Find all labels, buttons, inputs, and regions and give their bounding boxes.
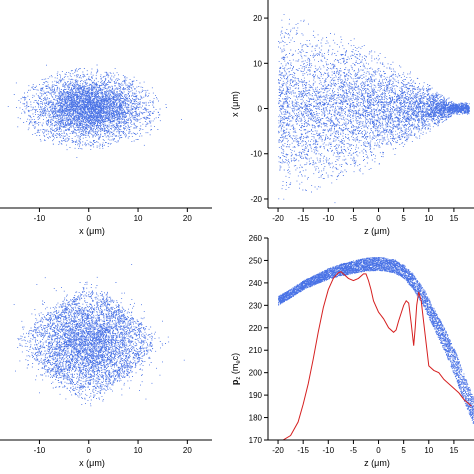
x-axis-label: x (μm) (79, 458, 105, 468)
x-tick-label: -5 (350, 214, 358, 223)
x-tick-label: 0 (87, 214, 92, 223)
y-tick-label: -10 (250, 150, 262, 159)
x-tick-label: -15 (297, 214, 309, 223)
y-tick-label: 200 (249, 369, 263, 378)
x-tick-label: 0 (376, 214, 381, 223)
y-tick-label: 180 (249, 414, 263, 423)
x-tick-label: -10 (34, 446, 46, 455)
x-tick-label: 10 (134, 214, 143, 223)
x-tick-label: 0 (376, 446, 381, 455)
x-tick-label: 20 (183, 446, 192, 455)
x-tick-label: -10 (323, 214, 335, 223)
x-tick-label: -20 (272, 446, 284, 455)
x-tick-label: 20 (183, 214, 192, 223)
panel-bottom-left: -10 0 10 20 x (μm) (0, 263, 212, 468)
x-axis-label: x (μm) (79, 226, 105, 236)
panel-top-left: -10 0 10 20 x (μm) (0, 64, 212, 236)
scatter-points (7, 64, 182, 158)
x-tick-label: 5 (401, 446, 406, 455)
x-axis-label: z (μm) (364, 226, 390, 236)
x-tick-label: 10 (424, 446, 433, 455)
y-tick-label: 210 (249, 346, 263, 355)
x-tick-label: -5 (350, 446, 358, 455)
x-tick-label: -10 (34, 214, 46, 223)
y-tick-label: 170 (249, 436, 263, 445)
y-tick-label: 260 (249, 234, 263, 243)
y-tick-label: 20 (253, 14, 262, 23)
y-axis-label: pz (mec) (230, 353, 242, 385)
scatter-points (13, 263, 185, 407)
x-tick-label: -10 (323, 446, 335, 455)
y-axis-label: x (μm) (230, 91, 240, 117)
y-tick-label: 10 (253, 59, 262, 68)
x-tick-label: -20 (272, 214, 284, 223)
panel-top-right: -20 -15 -10 -5 0 5 10 15 -20 -10 0 10 20 z (μm) x (μm) (230, 0, 474, 236)
y-tick-label: 190 (249, 391, 263, 400)
scatter-points (278, 14, 470, 204)
y-tick-label: 240 (249, 279, 263, 288)
x-tick-label: -15 (297, 446, 309, 455)
x-tick-label: 10 (424, 214, 433, 223)
y-tick-label: 220 (249, 324, 263, 333)
series-line-0 (282, 271, 472, 440)
y-tick-label: -20 (250, 195, 262, 204)
y-tick-label: 250 (249, 256, 263, 265)
x-axis-label: z (μm) (364, 458, 390, 468)
x-tick-label: 10 (134, 446, 143, 455)
x-tick-label: 0 (87, 446, 92, 455)
y-tick-label: 230 (249, 301, 263, 310)
y-tick-label: 0 (258, 105, 263, 114)
x-tick-label: 15 (449, 214, 458, 223)
scatter-points (278, 256, 474, 424)
x-tick-label: 5 (401, 214, 406, 223)
panel-bottom-right: -20 -15 -10 -5 0 5 10 15 170 180 190 200 210 220 230 24… (230, 234, 474, 468)
x-tick-label: 15 (449, 446, 458, 455)
